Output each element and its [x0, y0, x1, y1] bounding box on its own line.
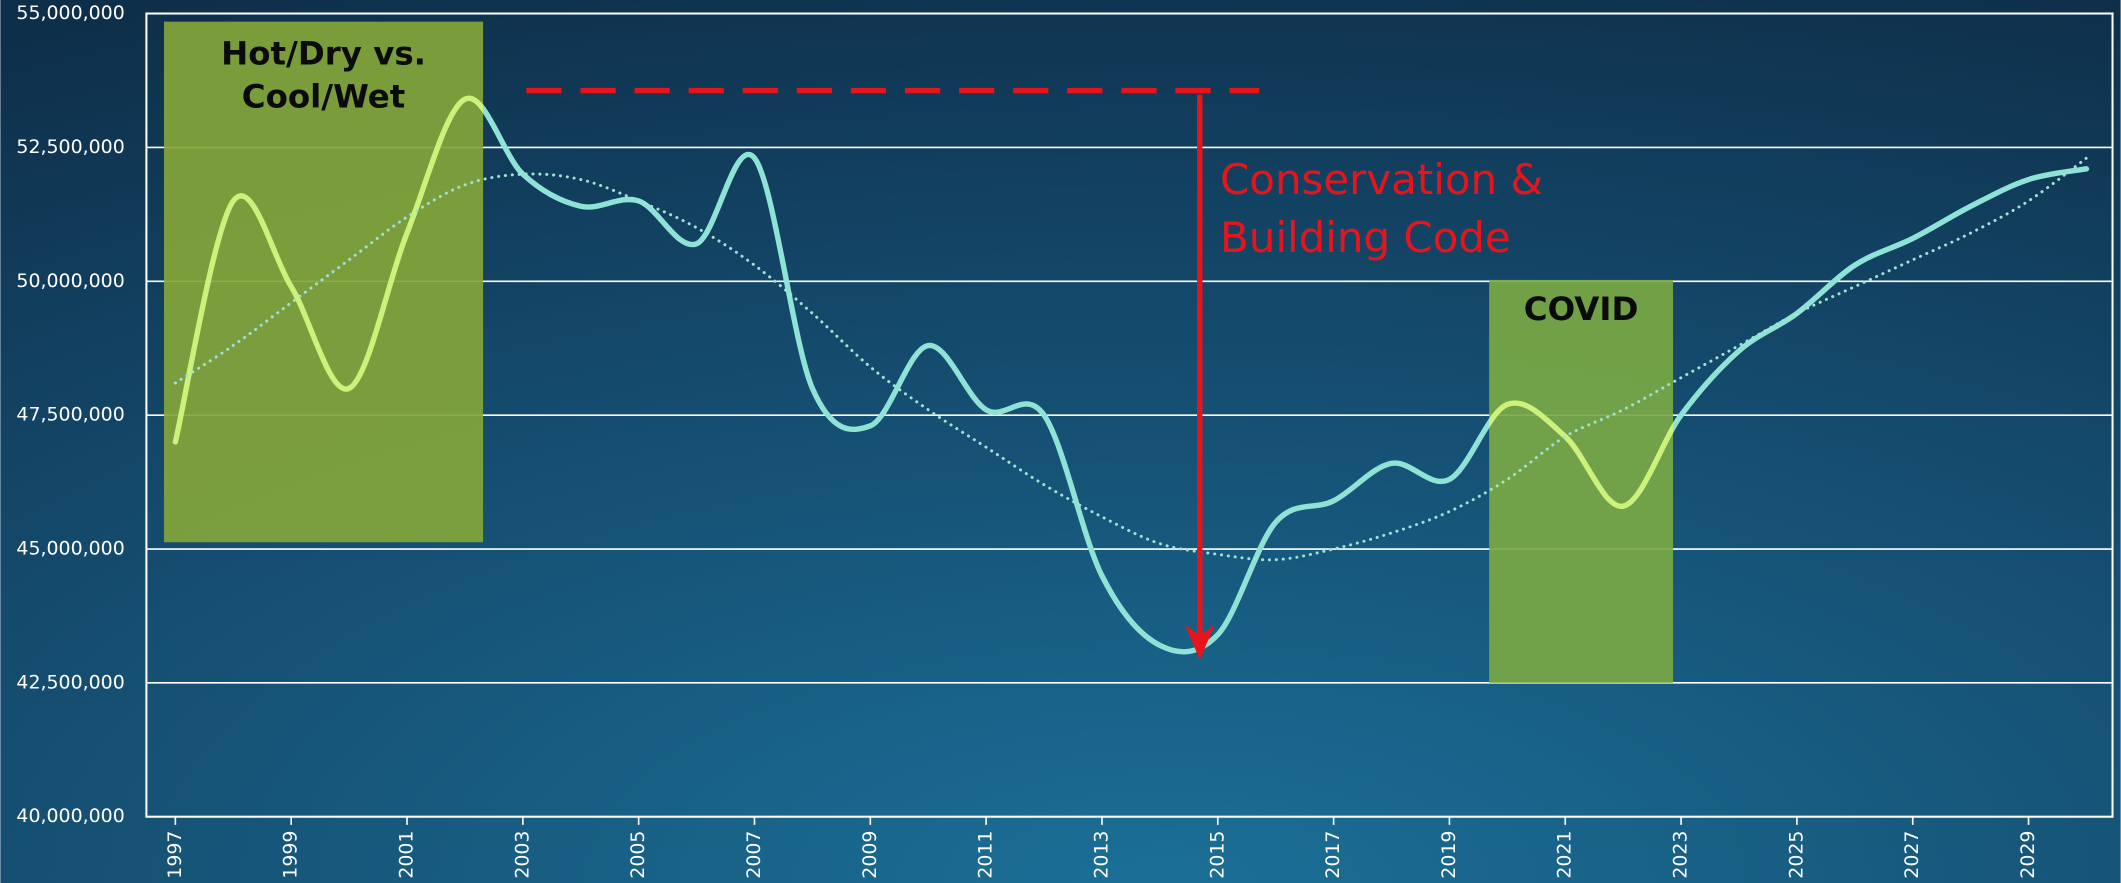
x-tick-label: 2015 [1206, 831, 1228, 879]
annotation: Cool/Wet [242, 78, 405, 116]
x-tick-label: 2003 [511, 831, 533, 879]
x-tick-label: 2001 [396, 831, 418, 879]
plot-frame [145, 12, 2114, 818]
x-tick-label: 2021 [1554, 831, 1576, 879]
y-tick-label: 52,500,000 [16, 136, 124, 158]
annotation: Hot/Dry vs. [221, 34, 426, 72]
y-tick-label: 55,000,000 [16, 2, 124, 24]
x-tick-label: 2027 [1901, 831, 1923, 879]
x-tick-label: 2025 [1785, 831, 1807, 879]
x-tick-label: 2019 [1438, 831, 1460, 879]
x-tick-label: 2005 [627, 831, 649, 879]
y-tick-label: 42,500,000 [16, 671, 124, 693]
x-tick-label: 2023 [1670, 831, 1692, 879]
x-tick-label: 2011 [975, 831, 997, 879]
x-tick-label: 2009 [859, 831, 881, 879]
x-tick-label: 2017 [1322, 831, 1344, 879]
highlight-box [163, 21, 484, 543]
x-tick-label: 2029 [2017, 831, 2039, 879]
x-tick-label: 1997 [164, 831, 186, 879]
series [172, 95, 2090, 655]
annotation: Building Code [1220, 213, 1511, 262]
annotation: Conservation & [1220, 155, 1543, 204]
annotation: COVID [1524, 290, 1639, 328]
y-tick-label: 47,500,000 [16, 404, 124, 426]
data-line [172, 95, 2090, 655]
highlight-box [1489, 279, 1674, 683]
y-tick-label: 50,000,000 [16, 270, 124, 292]
x-tick-label: 1999 [280, 831, 302, 879]
x-tick-label: 2007 [743, 831, 765, 879]
y-tick-label: 45,000,000 [16, 538, 124, 560]
axes: 40,000,000 42,500,000 45,000,000 47,500,000… [16, 2, 2039, 879]
arrow-head [1184, 624, 1215, 660]
x-tick-label: 2013 [1090, 831, 1112, 879]
y-tick-label: 40,000,000 [16, 805, 124, 827]
